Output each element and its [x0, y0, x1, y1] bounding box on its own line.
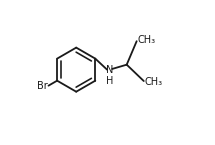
Text: Br: Br: [37, 81, 48, 91]
Text: CH₃: CH₃: [144, 77, 163, 87]
Text: CH₃: CH₃: [137, 35, 155, 45]
Text: H: H: [106, 76, 113, 86]
Text: N: N: [106, 65, 113, 75]
